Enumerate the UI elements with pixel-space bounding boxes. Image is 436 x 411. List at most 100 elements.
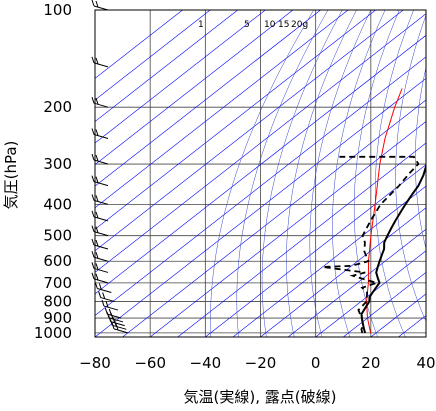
- isotherm-line: [95, 78, 426, 337]
- y-tick-label: 1000: [34, 324, 72, 342]
- wind-barb: [91, 262, 109, 273]
- isotherm-line: [95, 10, 238, 122]
- isotherm-line: [95, 13, 426, 273]
- wind-barb: [94, 282, 112, 293]
- mixing-ratio-label: 20g: [291, 20, 308, 30]
- isotherm-line: [95, 10, 404, 252]
- isotherm-line: [232, 185, 426, 337]
- wind-barb-feather: [94, 282, 98, 289]
- y-tick-label: 200: [43, 98, 72, 116]
- wind-barb-feather: [95, 211, 99, 219]
- wind-barbs: [91, 0, 129, 334]
- wind-barb: [91, 175, 109, 187]
- isotherms: [95, 10, 426, 337]
- wind-barb-feather: [91, 225, 95, 232]
- x-tick-label: −20: [245, 354, 277, 372]
- y-axis-label: 気圧(hPa): [2, 141, 20, 210]
- wind-barb-staff: [93, 5, 109, 11]
- x-tick-label: 20: [361, 354, 380, 372]
- wind-barb-staff: [93, 231, 109, 237]
- wind-barb-staff: [93, 159, 109, 165]
- wind-barb-feather: [95, 154, 99, 162]
- parcel-line: [365, 88, 403, 334]
- wind-barb-feather: [105, 300, 109, 308]
- wind-barb-feather: [91, 210, 95, 218]
- wind-barb-feather: [98, 283, 102, 290]
- wind-barb-feather: [108, 308, 112, 316]
- dry-adiabat-line: [415, 66, 426, 250]
- isotherm-line: [260, 207, 426, 337]
- mixing-ratio-label: 10: [264, 20, 276, 30]
- wind-barb-staff: [113, 328, 129, 334]
- dry-adiabat-line: [374, 10, 414, 337]
- isotherm-line: [95, 34, 426, 295]
- dry-adiabat-line: [210, 10, 314, 337]
- dry-adiabat-line: [353, 10, 400, 337]
- wind-barb: [91, 251, 109, 262]
- isotherm-line: [95, 10, 376, 230]
- x-axis-label: 気温(実線), 露点(破線): [184, 388, 337, 406]
- wind-barb: [91, 56, 109, 68]
- isotherm-line: [95, 10, 211, 101]
- isotherm-line: [95, 10, 349, 209]
- wind-barb-feather: [95, 239, 99, 247]
- dry-adiabat-line: [395, 14, 426, 323]
- wind-barb-feather: [95, 263, 99, 270]
- temperature-line: [360, 163, 426, 334]
- wind-barb-feather: [91, 251, 95, 258]
- dry-adiabats: [210, 10, 426, 337]
- wind-barb-staff: [112, 324, 127, 330]
- dry-adiabat-line: [286, 10, 357, 337]
- mixing-ratio-labels: 1 5 10 15 20g: [198, 20, 308, 30]
- x-tick-label: −80: [79, 354, 111, 372]
- wind-barb-staff: [93, 133, 109, 139]
- thermo-lines: [95, 10, 426, 337]
- wind-barb-feather: [91, 97, 95, 104]
- wind-barb: [91, 194, 109, 205]
- y-tick-label: 100: [43, 1, 72, 19]
- wind-barb-staff: [93, 102, 109, 108]
- wind-barb: [91, 210, 109, 222]
- wind-barb-feather: [91, 238, 95, 246]
- wind-barb-feather: [101, 299, 105, 307]
- plot-area: [91, 0, 427, 338]
- y-tick-label: 300: [43, 155, 72, 173]
- y-tick-label: 800: [43, 293, 72, 311]
- wind-barb-feather: [104, 307, 108, 315]
- wind-barb-staff: [93, 62, 109, 68]
- wind-barb-staff: [93, 199, 109, 205]
- mixing-ratio-label: 15: [278, 20, 289, 30]
- x-tick-label: 0: [311, 354, 321, 372]
- wind-barb-feather: [95, 176, 99, 183]
- wind-barb-feather: [95, 226, 99, 233]
- wind-barb: [91, 238, 109, 250]
- wind-barb-feather: [91, 272, 95, 280]
- isotherm-line: [95, 10, 183, 79]
- wind-barb: [98, 291, 115, 303]
- x-tick-label: 40: [416, 354, 435, 372]
- mixing-ratio-label: 5: [244, 20, 250, 30]
- temperature-curve: [360, 163, 426, 334]
- y-tick-label: 400: [43, 195, 72, 213]
- isotherm-line: [95, 10, 266, 144]
- isotherm-line: [95, 10, 321, 187]
- dry-adiabat-line: [332, 10, 386, 337]
- wind-barb-feather: [98, 291, 102, 298]
- wind-barb-staff: [110, 321, 125, 327]
- wind-barb-staff: [103, 305, 119, 311]
- x-tick-labels: −80 −60 −40 −20 0 20 40: [79, 354, 435, 372]
- plot-frame: [94, 9, 427, 338]
- wind-barb-feather: [95, 273, 99, 281]
- wind-barb-feather: [91, 56, 95, 64]
- y-tick-label: 700: [43, 274, 72, 292]
- wind-barb-feather: [91, 194, 95, 201]
- wind-barb-feather: [91, 153, 95, 161]
- isotherm-line: [315, 250, 426, 337]
- wind-barb-feather: [91, 262, 95, 269]
- isotherm-line: [425, 336, 426, 337]
- dry-adiabat-line: [309, 10, 372, 337]
- wind-barb-staff: [93, 256, 109, 262]
- dry-adiabat-line: [236, 10, 329, 337]
- wind-barb: [91, 97, 109, 108]
- y-tick-label: 500: [43, 227, 72, 245]
